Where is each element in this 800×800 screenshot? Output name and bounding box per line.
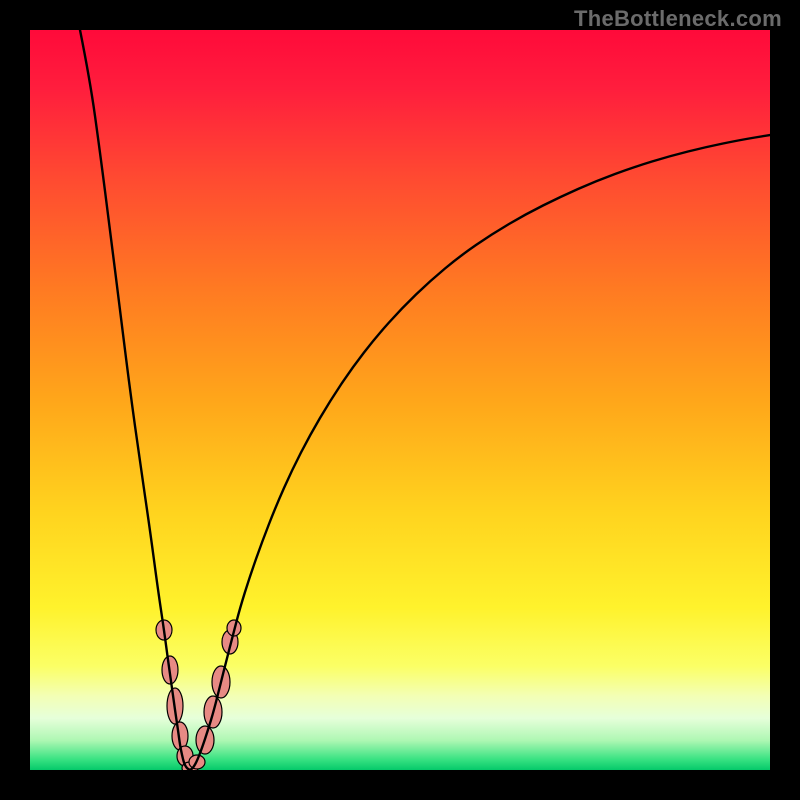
curve-path [80, 30, 770, 770]
plot-area [30, 30, 770, 770]
bottleneck-curve [30, 30, 770, 770]
curve-markers [156, 620, 241, 770]
chart-canvas: TheBottleneck.com [0, 0, 800, 800]
watermark-text: TheBottleneck.com [574, 6, 782, 32]
